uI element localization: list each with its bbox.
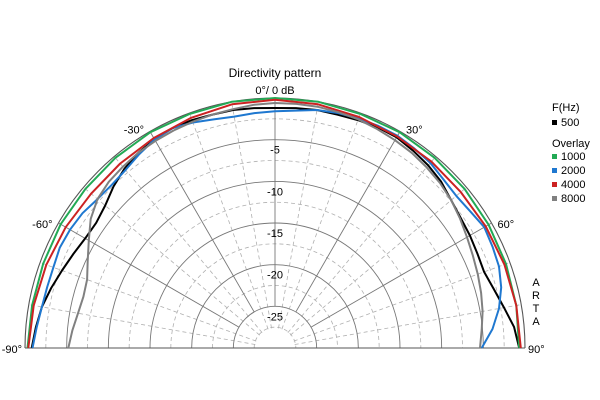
series-layer	[26, 97, 522, 349]
angle-label: -90°	[2, 344, 22, 356]
minor-ring	[253, 326, 297, 349]
major-spoke	[149, 131, 255, 313]
radial-label: -10	[267, 186, 283, 198]
legend-label-2000: 2000	[561, 165, 585, 177]
axis-labels: 0°/ 0 dB -5 -10 -15 -20 -25 -90° -60° -30° 30° 60°…	[2, 85, 545, 356]
legend-swatch-4000	[552, 182, 557, 187]
major-spoke	[295, 131, 401, 313]
radial-label: -20	[267, 270, 283, 282]
radial-label: -5	[270, 145, 280, 157]
legend-swatch-1000	[552, 154, 557, 159]
major-spoke	[310, 222, 492, 328]
minor-spoke	[290, 186, 467, 336]
minor-spoke	[231, 101, 272, 329]
minor-spoke	[287, 156, 437, 333]
radial-label: -15	[267, 228, 283, 240]
minor-spoke	[28, 304, 256, 345]
minor-spoke	[278, 101, 319, 329]
series-line-1000	[26, 97, 521, 349]
legend-swatch-8000	[552, 196, 557, 201]
minor-spoke	[39, 262, 257, 342]
chart-title: Directivity pattern	[229, 66, 322, 80]
series-line-2000	[31, 109, 503, 349]
angle-label: 30°	[406, 124, 423, 136]
angle-label: -30°	[124, 124, 144, 136]
legend-label-500: 500	[561, 117, 579, 129]
series-line-500	[30, 107, 521, 349]
series-line-8000	[67, 102, 484, 349]
polar-grid	[24, 97, 526, 349]
minor-spoke	[281, 112, 361, 330]
watermark: ARTA	[532, 277, 540, 328]
angle-label: -60°	[32, 219, 52, 231]
legend-overlay-header: Overlay	[552, 138, 590, 150]
legend-swatch-500	[552, 120, 557, 125]
minor-spoke	[189, 112, 269, 330]
minor-spoke	[113, 156, 263, 333]
legend-label-1000: 1000	[561, 151, 585, 163]
angle-label: 60°	[498, 219, 515, 231]
legend: F(Hz) Overlay 500 1000 2000 4000 8000	[552, 102, 590, 205]
legend-label-4000: 4000	[561, 179, 585, 191]
angle-label: 90°	[528, 344, 545, 356]
minor-spoke	[293, 262, 511, 342]
minor-spoke	[83, 186, 260, 336]
series-line-4000	[27, 98, 522, 349]
legend-label-8000: 8000	[561, 193, 585, 205]
legend-swatch-2000	[552, 168, 557, 173]
top-label: 0°/ 0 dB	[255, 85, 294, 97]
minor-ring	[128, 201, 422, 349]
major-ring	[232, 305, 318, 349]
legend-header: F(Hz)	[552, 102, 580, 114]
radial-label: -25	[267, 311, 283, 323]
